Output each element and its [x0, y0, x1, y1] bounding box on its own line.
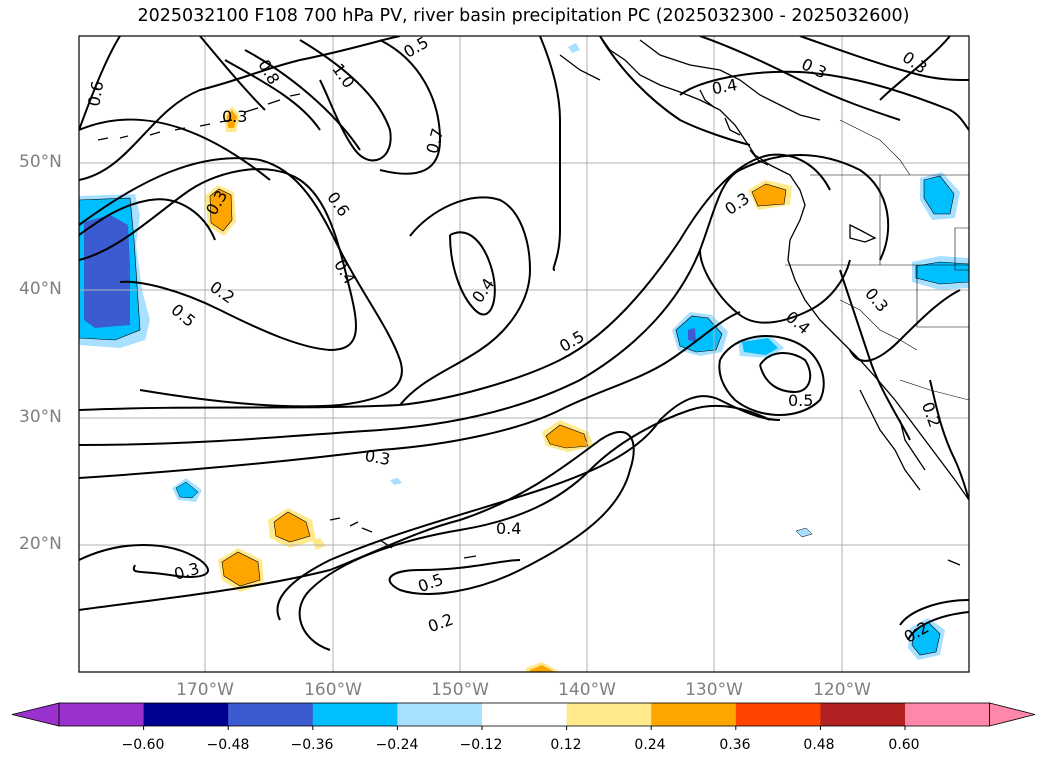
borders	[785, 119, 969, 401]
gridlines	[79, 36, 969, 672]
colorbar-bin	[59, 703, 145, 726]
colorbar	[11, 702, 1036, 730]
colorbar-tick-label: −0.36	[290, 737, 334, 753]
colorbar-tick-label: 0.12	[550, 737, 582, 753]
colorbar-bin	[143, 703, 229, 726]
contour-label: 0.4	[710, 75, 738, 98]
lon-label-140w: 140°W	[558, 680, 616, 700]
colorbar-tick-label: 0.24	[634, 737, 666, 753]
pv-contours	[79, 36, 969, 651]
neg-anomaly-west-core	[84, 215, 130, 328]
contour-label: 0.5	[788, 391, 813, 410]
lat-label-20n: 20°N	[19, 534, 62, 554]
lon-label-150w: 150°W	[431, 680, 489, 700]
colorbar-bin	[482, 703, 568, 726]
lat-label-50n: 50°N	[19, 152, 62, 172]
contour-label: 0.3	[363, 446, 391, 469]
contour-label: 0.6	[84, 79, 107, 107]
map-title: 2025032100 F108 700 hPa PV, river basin …	[137, 6, 910, 26]
colorbar-bin	[566, 703, 652, 726]
contour-label: 0.3	[222, 107, 247, 126]
lon-label-170w: 170°W	[176, 680, 234, 700]
colorbar-over-extend	[989, 702, 1036, 727]
colorbar-bin	[397, 703, 483, 726]
lon-label-120w: 120°W	[813, 680, 871, 700]
colorbar-tick-label: −0.48	[206, 737, 250, 753]
lat-label-30n: 30°N	[19, 407, 62, 427]
colorbar-tick-label: −0.24	[375, 737, 419, 753]
contour-label: 0.4	[496, 519, 521, 538]
colorbar-bin	[651, 703, 737, 726]
colorbar-tick-label: 0.36	[719, 737, 751, 753]
lat-label-40n: 40°N	[19, 279, 62, 299]
colorbar-bin	[905, 703, 991, 726]
precip-anomaly-shading	[79, 43, 969, 672]
lon-label-160w: 160°W	[304, 680, 362, 700]
coastlines	[97, 36, 969, 566]
map-frame	[78, 35, 970, 673]
colorbar-tick-label: −0.60	[121, 737, 165, 753]
lon-label-130w: 130°W	[685, 680, 743, 700]
colorbar-tick-label: −0.12	[459, 737, 503, 753]
colorbar-bin	[228, 703, 314, 726]
colorbar-bin	[820, 703, 906, 726]
colorbar-tick-label: 0.60	[888, 737, 920, 753]
colorbar-frame	[58, 702, 990, 727]
map-background	[79, 36, 969, 672]
colorbar-under-extend	[11, 702, 60, 727]
colorbar-tick-label: 0.48	[803, 737, 835, 753]
colorbar-bin	[312, 703, 398, 726]
colorbar-bin	[735, 703, 821, 726]
